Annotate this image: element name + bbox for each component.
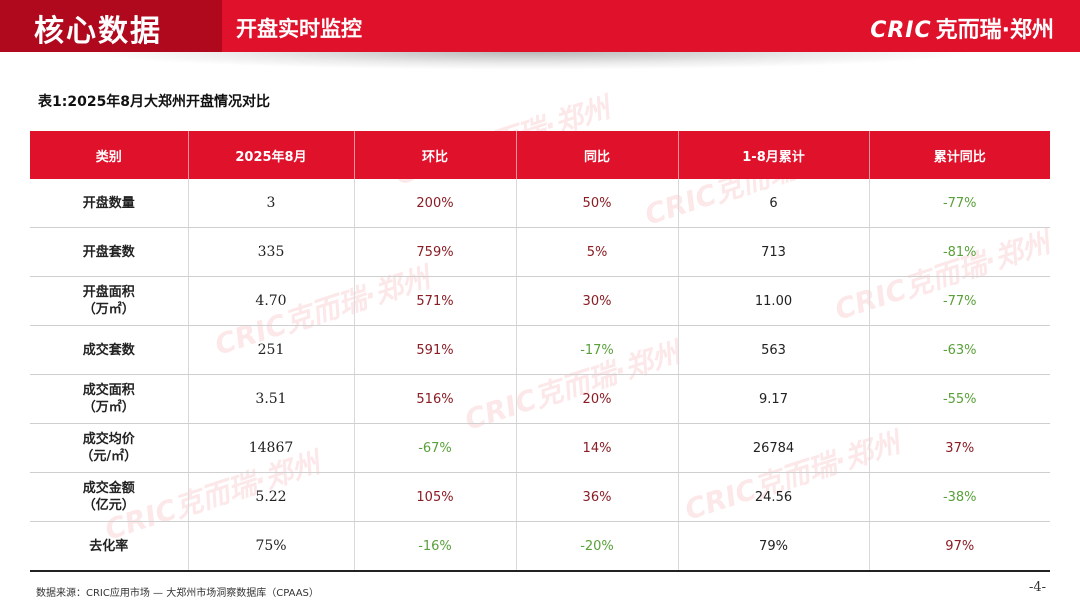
cell-cumulative-yoy: -77% (869, 276, 1050, 326)
column-header-category: 类别 (30, 131, 189, 179)
cell-cumulative-yoy: -77% (869, 179, 1050, 228)
category-unit: （万㎡） (82, 302, 135, 317)
table-row: 开盘面积 （万㎡） 4.70 571% 30% 11.00 -77% (30, 276, 1050, 326)
cell-cumulative: 563 (678, 325, 870, 375)
cell-cumulative: 26784 (678, 423, 870, 473)
cell-mom: 516% (354, 374, 517, 424)
cell-mom: 105% (354, 472, 517, 522)
table-row: 开盘数量 3 200% 50% 6 -77% (30, 179, 1050, 228)
data-source-note: 数据来源：CRIC应用市场 — 大郑州市场洞察数据库（CPAAS） (36, 588, 319, 599)
header-bar: 核心数据 开盘实时监控 CRIC 克而瑞·郑州 (0, 0, 1080, 52)
cell-month: 251 (188, 325, 355, 375)
table-caption: 表1:2025年8月大郑州开盘情况对比 (38, 94, 271, 110)
cell-yoy: 36% (516, 472, 679, 522)
cell-yoy: 5% (516, 227, 679, 277)
opening-comparison-table: 类别 2025年8月 环比 同比 1-8月累计 累计同比 开盘数量 3 200%… (30, 131, 1050, 572)
category-label: 成交均价 (82, 432, 135, 447)
page-number: -4- (1028, 580, 1046, 595)
cell-cumulative-yoy: -38% (869, 472, 1050, 522)
cell-mom: 200% (354, 179, 517, 228)
cell-cumulative-yoy: 97% (869, 521, 1050, 572)
cell-yoy: 50% (516, 179, 679, 228)
category-unit: （亿元） (82, 498, 135, 513)
cric-logo: CRIC 克而瑞·郑州 (870, 12, 1054, 44)
cell-cumulative: 9.17 (678, 374, 870, 424)
cell-yoy: 14% (516, 423, 679, 473)
table-row: 去化率 75% -16% -20% 79% 97% (30, 521, 1050, 572)
cell-yoy: -20% (516, 521, 679, 572)
cell-yoy: -17% (516, 325, 679, 375)
page-title: 核心数据 (34, 14, 162, 49)
category-label: 开盘套数 (82, 244, 135, 260)
cell-mom: -16% (354, 521, 517, 572)
row-category: 开盘面积 （万㎡） (30, 276, 189, 326)
table-header-row: 类别 2025年8月 环比 同比 1-8月累计 累计同比 (30, 131, 1050, 179)
column-header-yoy: 同比 (516, 131, 679, 179)
cell-cumulative-yoy: -63% (869, 325, 1050, 375)
category-label: 成交套数 (82, 342, 135, 358)
column-header-cumulative-yoy: 累计同比 (869, 131, 1050, 179)
cell-cumulative: 24.56 (678, 472, 870, 522)
cell-cumulative: 11.00 (678, 276, 870, 326)
column-header-mom: 环比 (354, 131, 517, 179)
cell-mom: 759% (354, 227, 517, 277)
cell-month: 14867 (188, 423, 355, 473)
row-category: 开盘套数 (30, 227, 189, 277)
cell-yoy: 30% (516, 276, 679, 326)
table-row: 开盘套数 335 759% 5% 713 -81% (30, 227, 1050, 277)
cell-cumulative: 6 (678, 179, 870, 228)
row-category: 成交均价 （元/㎡） (30, 423, 189, 473)
column-header-month: 2025年8月 (188, 131, 355, 179)
cell-month: 335 (188, 227, 355, 277)
cell-cumulative-yoy: -81% (869, 227, 1050, 277)
cell-month: 5.22 (188, 472, 355, 522)
cell-cumulative-yoy: 37% (869, 423, 1050, 473)
row-category: 开盘数量 (30, 179, 189, 228)
row-category: 成交金额 （亿元） (30, 472, 189, 522)
table-row: 成交面积 （万㎡） 3.51 516% 20% 9.17 -55% (30, 374, 1050, 424)
table-row: 成交金额 （亿元） 5.22 105% 36% 24.56 -38% (30, 472, 1050, 522)
cell-month: 3 (188, 179, 355, 228)
header-title-block (0, 0, 222, 52)
row-category: 成交套数 (30, 325, 189, 375)
category-label: 成交面积 (82, 383, 135, 398)
category-label: 去化率 (89, 538, 129, 554)
table-row: 成交均价 （元/㎡） 14867 -67% 14% 26784 37% (30, 423, 1050, 473)
row-category: 去化率 (30, 521, 189, 572)
cell-yoy: 20% (516, 374, 679, 424)
category-unit: （元/㎡） (80, 449, 138, 464)
logo-name: 克而瑞·郑州 (935, 18, 1054, 43)
header-shadow (80, 52, 980, 70)
cell-month: 3.51 (188, 374, 355, 424)
cell-mom: 571% (354, 276, 517, 326)
table-row: 成交套数 251 591% -17% 563 -63% (30, 325, 1050, 375)
column-header-cumulative: 1-8月累计 (678, 131, 870, 179)
cell-month: 4.70 (188, 276, 355, 326)
category-label: 开盘面积 (82, 285, 135, 300)
category-label: 成交金额 (82, 481, 135, 496)
category-unit: （万㎡） (82, 400, 135, 415)
cell-cumulative-yoy: -55% (869, 374, 1050, 424)
page-subtitle: 开盘实时监控 (236, 16, 362, 41)
cell-mom: -67% (354, 423, 517, 473)
row-category: 成交面积 （万㎡） (30, 374, 189, 424)
cell-cumulative: 713 (678, 227, 870, 277)
logo-mark: CRIC (870, 18, 932, 43)
cell-month: 75% (188, 521, 355, 572)
category-label: 开盘数量 (82, 195, 135, 211)
cell-mom: 591% (354, 325, 517, 375)
cell-cumulative: 79% (678, 521, 870, 572)
